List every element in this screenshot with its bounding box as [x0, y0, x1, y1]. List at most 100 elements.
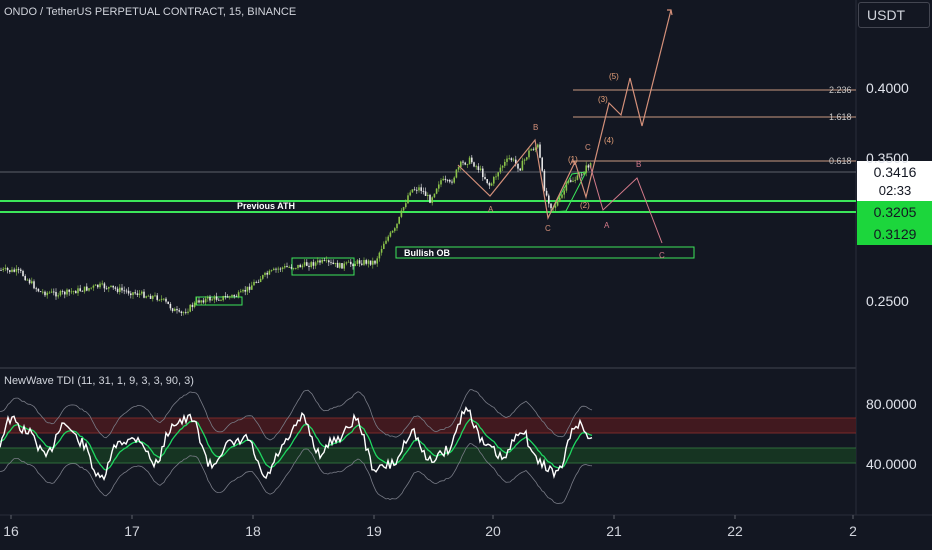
candle-body — [444, 178, 447, 180]
candle-body — [68, 289, 70, 292]
candle-body — [455, 169, 458, 178]
candle-body — [554, 205, 557, 208]
candle-body — [358, 260, 361, 264]
candle-body — [567, 180, 570, 183]
candle-body — [438, 184, 440, 189]
price-tick: 0.3500 — [866, 150, 909, 166]
candle-body — [325, 260, 328, 262]
candle-body — [556, 201, 559, 206]
fib-label-2236: 2.236 — [829, 85, 852, 95]
candle-body — [442, 178, 444, 181]
candle-body — [31, 281, 33, 284]
candle-body — [169, 303, 172, 309]
candle-body — [26, 279, 29, 281]
candle-body — [352, 264, 354, 267]
candle-body — [413, 189, 416, 191]
candle-body — [499, 167, 502, 173]
candle-body — [231, 295, 233, 297]
candle-body — [561, 194, 563, 198]
bar-countdown: 02:33 — [878, 183, 912, 198]
time-tick: 22 — [727, 523, 743, 539]
time-tick: 17 — [124, 523, 140, 539]
candle-body — [473, 162, 475, 167]
candle-body — [42, 291, 44, 293]
currency-button[interactable]: USDT — [858, 2, 930, 28]
candle-body — [37, 288, 40, 292]
candle-body — [79, 288, 81, 291]
elliott-wave-projection-down — [589, 164, 663, 244]
candle-body — [572, 180, 574, 182]
candle-body — [185, 312, 187, 314]
candle-body — [213, 296, 216, 300]
candle-body — [471, 157, 473, 163]
candle-body — [4, 268, 7, 269]
candle-body — [22, 270, 24, 277]
candle-body — [165, 298, 167, 302]
candle-body — [543, 170, 546, 191]
candle-body — [460, 161, 462, 168]
candle-body — [191, 304, 194, 308]
candle-body — [521, 160, 524, 171]
candle-body — [83, 286, 86, 292]
candle-body — [114, 287, 117, 289]
candle-body — [587, 165, 590, 168]
oversold-zone — [0, 448, 856, 463]
candle-body — [112, 285, 114, 288]
candle-body — [6, 268, 9, 271]
candle-body — [284, 266, 286, 268]
tdi-signal-line — [0, 418, 593, 471]
candle-body — [310, 262, 312, 267]
candle-body — [237, 292, 240, 297]
candle-body — [158, 299, 161, 301]
indicator-title[interactable]: NewWave TDI (11, 31, 1, 9, 3, 3, 90, 3) — [4, 375, 194, 387]
candle-body — [400, 210, 403, 217]
candle-body — [435, 188, 438, 194]
indicator-tick: 40.0000 — [866, 456, 917, 472]
candle-body — [235, 296, 238, 298]
candle-body — [367, 260, 370, 264]
candle-body — [565, 182, 568, 191]
candle-body — [378, 252, 381, 259]
candle-body — [138, 293, 141, 295]
candle-body — [477, 166, 480, 170]
candle-body — [286, 266, 288, 268]
candle-body — [277, 268, 279, 270]
candle-body — [244, 289, 246, 292]
time-tick: 18 — [245, 523, 261, 539]
level-badge-2: 0.3129 — [873, 226, 917, 242]
candle-body — [292, 268, 295, 269]
elliott-wave-projection-up — [457, 9, 672, 220]
candle-body — [57, 295, 59, 297]
candle-body — [198, 300, 200, 303]
candle-body — [332, 262, 334, 265]
candle-body — [251, 285, 253, 290]
candle-body — [475, 166, 477, 168]
candle-body — [376, 258, 378, 264]
wave-label-1: (1) — [568, 155, 578, 164]
candle-body — [61, 291, 64, 292]
candle-body — [497, 172, 499, 177]
candle-body — [372, 260, 374, 265]
candle-body — [226, 296, 229, 298]
candle-body — [537, 144, 539, 148]
candle-body — [255, 281, 257, 283]
candle-body — [570, 180, 572, 182]
candle-body — [523, 159, 526, 161]
candle-body — [347, 261, 350, 263]
candle-body — [361, 263, 363, 265]
candle-body — [339, 263, 341, 268]
candle-body — [202, 300, 205, 303]
candle-body — [119, 287, 121, 292]
candle-body — [9, 270, 11, 272]
candle-body — [541, 157, 543, 171]
candle-body — [576, 175, 579, 180]
candle-body — [389, 232, 392, 237]
candle-body — [365, 260, 367, 264]
candle-body — [229, 296, 231, 298]
chart-title: ONDO / TetherUS PERPETUAL CONTRACT, 15, … — [4, 6, 297, 18]
candle-body — [433, 193, 436, 198]
price-candles — [0, 142, 592, 316]
candle-body — [330, 262, 332, 264]
candle-body — [44, 291, 46, 296]
